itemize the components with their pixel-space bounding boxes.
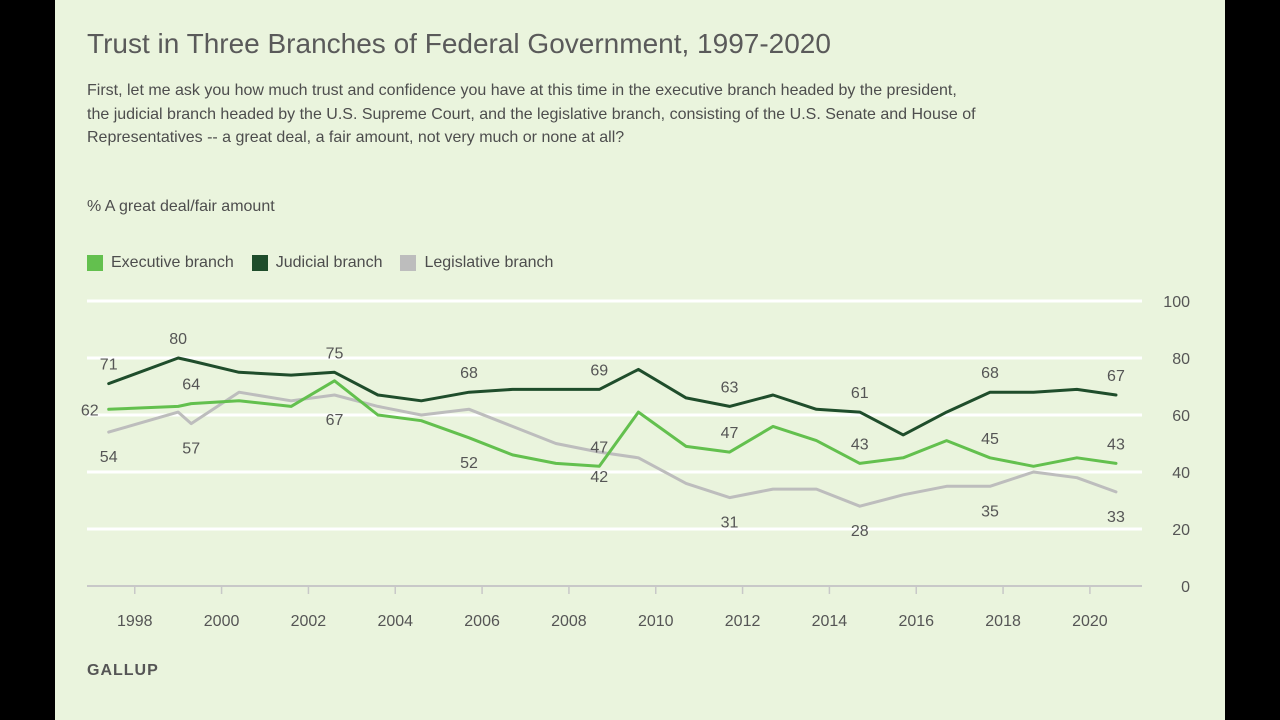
survey-question: First, let me ask you how much trust and…	[87, 82, 976, 146]
data-label-judicial: 75	[326, 345, 344, 362]
x-tick-label: 2014	[812, 613, 848, 630]
series-line-judicial	[107, 356, 1118, 437]
unit-label: % A great deal/fair amount	[87, 198, 275, 215]
y-tick-label: 100	[1163, 294, 1190, 311]
data-label-legislative: 28	[851, 523, 869, 540]
chart-title: Trust in Three Branches of Federal Gover…	[87, 28, 831, 59]
data-label-judicial: 68	[981, 365, 999, 382]
x-tick-label: 2020	[1072, 613, 1108, 630]
legend-label-legislative: Legislative branch	[424, 254, 554, 271]
data-label-executive: 47	[590, 439, 608, 456]
x-axis-ticks: 1998 2000 2002 2004 2006 2008 2010 2012 2014 2016…	[117, 586, 1108, 630]
x-tick-label: 2002	[291, 613, 327, 630]
legend: Executive branch Judicial branch Legisla…	[87, 254, 571, 272]
gridlines	[87, 299, 1142, 587]
data-label-executive: 45	[981, 431, 999, 448]
series-line-legislative	[107, 390, 1118, 508]
data-label-judicial: 69	[590, 362, 608, 379]
data-label-judicial: 63	[721, 379, 739, 396]
legend-item-executive: Executive branch	[87, 254, 234, 272]
data-label-legislative: 67	[326, 412, 344, 429]
data-label-legislative: 33	[1107, 509, 1125, 526]
data-label-judicial: 80	[169, 331, 187, 348]
data-label-judicial: 61	[851, 385, 869, 402]
y-tick-label: 20	[1172, 522, 1190, 539]
legend-label-executive: Executive branch	[111, 254, 234, 271]
x-tick-label: 2010	[638, 613, 674, 630]
legend-swatch-executive	[87, 255, 103, 271]
x-tick-label: 2008	[551, 613, 587, 630]
data-label-executive: 52	[460, 455, 478, 472]
legend-swatch-judicial	[251, 255, 268, 271]
data-label-legislative: 54	[100, 449, 118, 466]
line-chart: 0 20 40 60 80 100 1998 2000 2002 2004 2006 2008 201…	[81, 294, 1190, 630]
data-label-executive: 64	[182, 377, 200, 394]
data-labels: 62 64 52 47 47 43 45 43 71 80 75 68 69 63 61 68 67 54 57 67…	[81, 331, 1125, 540]
data-label-executive: 62	[81, 402, 99, 419]
y-tick-label: 60	[1172, 408, 1190, 425]
data-label-judicial: 71	[100, 357, 118, 374]
y-tick-label: 0	[1181, 579, 1190, 596]
chart-panel: Trust in Three Branches of Federal Gover…	[55, 0, 1225, 720]
series-lines	[107, 356, 1118, 508]
data-label-executive: 43	[1107, 436, 1125, 453]
legend-item-legislative: Legislative branch	[400, 254, 553, 272]
x-tick-label: 1998	[117, 613, 153, 630]
y-tick-label: 80	[1172, 351, 1190, 368]
x-tick-label: 2012	[725, 613, 761, 630]
data-label-judicial: 68	[460, 365, 478, 382]
data-label-legislative: 31	[721, 515, 739, 532]
legend-item-judicial: Judicial branch	[251, 254, 383, 272]
data-label-legislative: 35	[981, 503, 999, 520]
x-tick-label: 2018	[985, 613, 1021, 630]
x-tick-label: 2016	[898, 613, 934, 630]
x-tick-label: 2004	[377, 613, 413, 630]
series-line-executive	[107, 379, 1118, 468]
data-label-executive: 47	[721, 425, 739, 442]
data-label-judicial: 67	[1107, 368, 1125, 385]
data-label-legislative: 57	[182, 441, 200, 458]
y-axis-ticks: 0 20 40 60 80 100	[1163, 294, 1190, 596]
data-label-legislative: 42	[590, 469, 608, 486]
source-gallup: GALLUP	[87, 662, 159, 679]
x-tick-label: 2000	[204, 613, 240, 630]
data-label-executive: 43	[851, 436, 869, 453]
legend-swatch-legislative	[400, 255, 417, 271]
legend-label-judicial: Judicial branch	[275, 254, 383, 271]
x-tick-label: 2006	[464, 613, 500, 630]
y-tick-label: 40	[1172, 465, 1190, 482]
